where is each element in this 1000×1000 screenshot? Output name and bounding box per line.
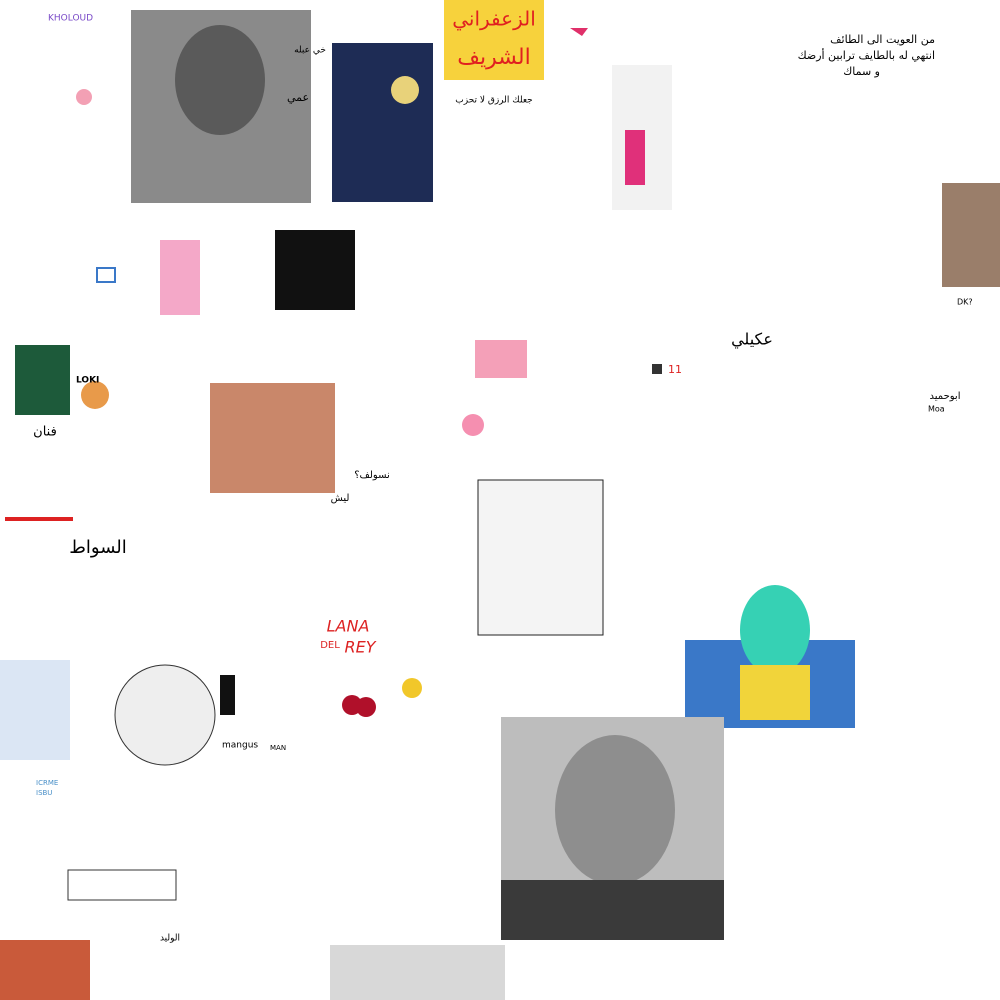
starry-art [332,43,433,202]
label: عكيلي [731,330,773,350]
label: KHOLOUD [48,14,93,24]
anime-girl-art [210,383,335,493]
melody-art [76,89,92,105]
label: REY [345,638,377,657]
cherry-2 [356,697,376,717]
label: السواط [69,537,127,558]
label: خي عبله [294,46,326,56]
lips [570,28,588,36]
cat-art [475,340,527,378]
round-anime-art [114,664,216,766]
label: ICRME [36,779,58,787]
white-hair-art [0,660,70,760]
label: عمي [287,91,309,104]
car-art [330,945,505,1000]
sketch-box [67,869,177,901]
label: و سماك [843,65,880,78]
label: جعلك الرزق لا تحزب [455,96,532,106]
couple-pink [625,130,645,185]
label: mangus [222,741,258,751]
portrait-art [942,183,1000,287]
luffy-art [0,940,90,1000]
label: LANA [327,617,370,636]
invincible-chest [740,665,810,720]
label: انتهي له بالطايف ترابين أرضك [798,48,935,62]
flag-mark [652,364,662,374]
black-block [220,675,235,715]
starry-moon [391,76,419,104]
anya-art [160,240,200,315]
red-bar [5,517,73,521]
emoji-art [402,678,422,698]
label: MAN [270,744,286,752]
sign-text: الزعفراني [452,7,536,32]
warrior-face [175,25,265,135]
label: الوليد [160,934,180,944]
label: فنان [33,425,57,440]
label: ISBU [36,789,52,797]
sketch-face [477,479,604,636]
label: نسولف؟ [354,470,390,481]
invincible-face [740,585,810,675]
label: من العويت الى الطائف [830,33,935,46]
label: Moa [928,405,945,414]
label: DK? [957,298,973,307]
photo-face [555,735,675,885]
label: ليش [331,493,350,504]
cookie-art [81,381,109,409]
loki-art [15,345,70,415]
label: LOKI [76,376,99,386]
sign-text: الشريف [457,45,530,70]
small-box [96,267,116,283]
kirby-art [462,414,484,436]
yellow-sign [444,0,544,80]
photo-shirt [501,880,724,940]
label: DEL [320,640,340,651]
mcr-art [275,230,355,310]
label: ابوحميد [930,391,961,402]
label: 11 [668,363,682,376]
